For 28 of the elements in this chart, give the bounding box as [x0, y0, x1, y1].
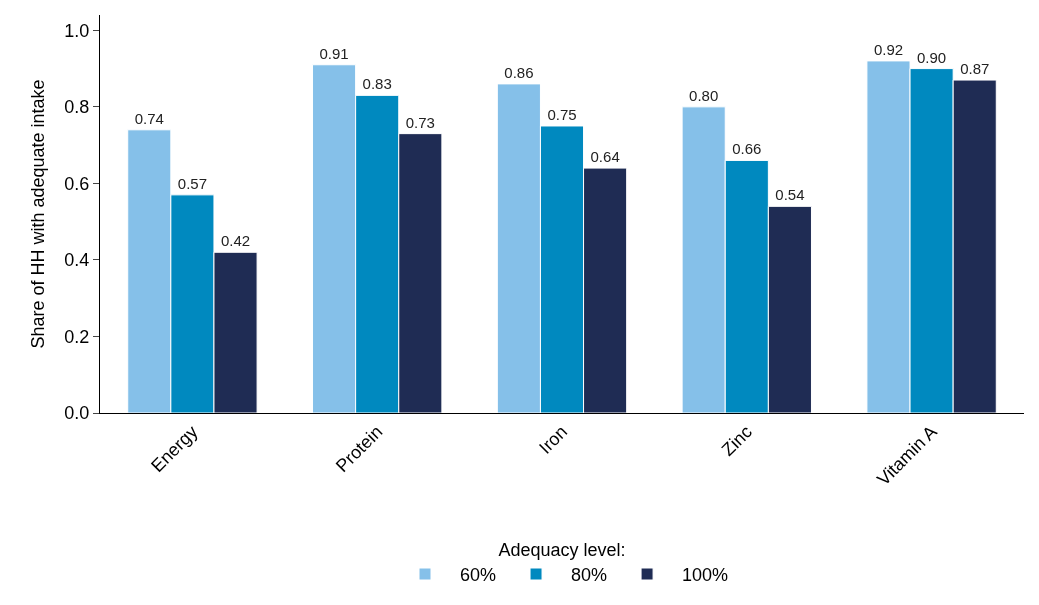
data-label: 0.54	[775, 186, 805, 204]
data-label: 0.80	[689, 86, 719, 104]
data-label: 0.57	[177, 174, 207, 192]
x-tick-label: Iron	[535, 421, 572, 458]
legend-label: 60%	[460, 565, 497, 586]
data-label: 0.83	[362, 75, 392, 93]
data-label: 0.92	[873, 40, 904, 58]
data-label: 0.87	[960, 60, 990, 78]
legend-label: 100%	[682, 565, 729, 586]
data-label: 0.73	[405, 113, 435, 131]
y-tick-label: 0.6	[64, 173, 90, 194]
data-label: 0.42	[220, 232, 251, 250]
legend-label: 80%	[571, 565, 608, 586]
data-label: 0.91	[319, 44, 349, 62]
y-axis-title: Share of HH with adequate intake	[27, 79, 48, 349]
y-tick-label: 0.4	[64, 250, 90, 271]
y-tick-label: 0.2	[64, 326, 90, 347]
y-tick-label: 0.0	[64, 403, 90, 424]
data-label: 0.75	[547, 105, 577, 123]
legend-title: Adequacy level:	[498, 539, 626, 560]
x-tick-label: Zinc	[717, 421, 756, 460]
data-label: 0.64	[590, 148, 620, 166]
data-label: 0.66	[732, 140, 762, 158]
y-tick-label: 1.0	[64, 20, 90, 41]
data-label: 0.74	[134, 109, 164, 127]
data-label: 0.90	[917, 48, 947, 66]
data-label: 0.86	[504, 63, 534, 81]
y-tick-label: 0.8	[64, 97, 90, 118]
